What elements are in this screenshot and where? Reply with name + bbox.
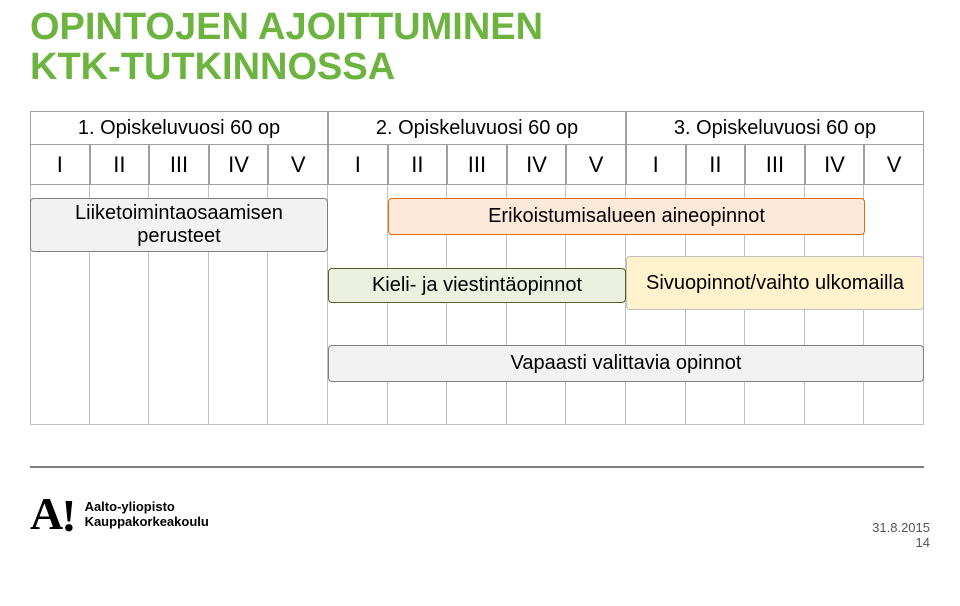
logo-text: Aalto-yliopisto Kauppakorkeakoulu: [85, 499, 209, 530]
period-cell: I: [30, 145, 90, 185]
grid-body-bottom: [30, 424, 924, 425]
period-cell: V: [268, 145, 328, 185]
aalto-a-mark: A!: [30, 496, 75, 533]
period-cell: II: [90, 145, 150, 185]
period-cell: IV: [507, 145, 567, 185]
logo-line2: Kauppakorkeakoulu: [85, 514, 209, 530]
period-cell: II: [686, 145, 746, 185]
logo: A! Aalto-yliopisto Kauppakorkeakoulu: [30, 496, 209, 533]
period-cell: V: [864, 145, 924, 185]
period-cell: III: [149, 145, 209, 185]
block-sivu-line: vaihto ulkomailla: [756, 272, 904, 295]
period-row: IIIIIIIVVIIIIIIIVVIIIIIIIVV: [30, 145, 924, 185]
year-header-3: 3. Opiskeluvuosi 60 op: [626, 111, 924, 145]
period-cell: I: [626, 145, 686, 185]
year-headers: 1. Opiskeluvuosi 60 op 2. Opiskeluvuosi …: [30, 111, 924, 145]
block-sivuopinnot: Sivuopinnot/vaihto ulkomailla: [626, 256, 924, 310]
title-line2: KTK-TUTKINNOSSA: [30, 48, 543, 88]
block-erikoistumis: Erikoistumisalueen aineopinnot: [388, 198, 865, 235]
block-sivu-line: Sivuopinnot/: [646, 272, 756, 295]
period-cell: IV: [805, 145, 865, 185]
title-line1: OPINTOJEN AJOITTUMINEN: [30, 8, 543, 48]
slide-title: OPINTOJEN AJOITTUMINEN KTK-TUTKINNOSSA: [30, 8, 543, 88]
period-cell: IV: [209, 145, 269, 185]
logo-line1: Aalto-yliopisto: [85, 499, 209, 515]
period-cell: I: [328, 145, 388, 185]
block-vapaasti: Vapaasti valittavia opinnot: [328, 345, 924, 382]
footer-rule: [30, 466, 924, 468]
period-cell: II: [388, 145, 448, 185]
period-cell: V: [566, 145, 626, 185]
block-liiketoiminta: Liiketoimintaosaamisen perusteet: [30, 198, 328, 252]
period-cell: III: [447, 145, 507, 185]
period-cell: III: [745, 145, 805, 185]
footnote-page: 14: [872, 535, 930, 550]
grid-column: [328, 185, 388, 425]
footnote: 31.8.2015 14: [872, 520, 930, 550]
year-header-2: 2. Opiskeluvuosi 60 op: [328, 111, 626, 145]
year-header-1: 1. Opiskeluvuosi 60 op: [30, 111, 328, 145]
block-kieli: Kieli- ja viestintäopinnot: [328, 268, 626, 303]
footnote-date: 31.8.2015: [872, 520, 930, 535]
